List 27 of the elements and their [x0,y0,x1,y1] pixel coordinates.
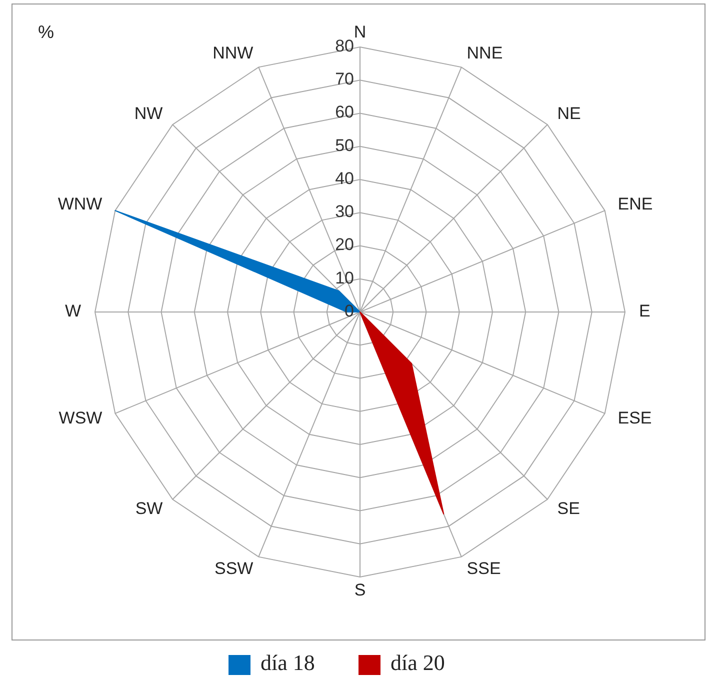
spoke-label: SW [135,498,163,518]
spoke-label: SE [557,498,580,518]
y-tick-label: 30 [335,202,354,222]
spoke-label: NW [134,104,163,124]
y-tick-label: 80 [335,36,354,56]
y-tick-label: 60 [335,102,354,122]
text: % [38,22,54,42]
y-tick-label: 10 [335,268,354,288]
spoke-label: SSW [214,559,254,578]
spoke-label: NNE [466,44,503,63]
legend-label: día 18 [260,650,315,676]
y-tick-label: 70 [335,70,354,89]
spoke-label: WSW [58,408,102,428]
y-tick-label: 20 [335,235,354,254]
spoke-label: S [354,580,366,600]
spoke-label: NE [557,104,581,124]
spoke-label: N [354,22,366,42]
spoke-label: NNW [212,44,254,63]
spoke-label: W [64,301,81,320]
legend-label: día 20 [390,650,445,676]
spoke-label: ESE [618,408,652,428]
spoke-label: ENE [618,194,653,214]
spoke-label: E [639,301,650,320]
spoke-label: SSE [466,559,501,578]
spoke-label: WNW [58,194,102,214]
y-tick-label: 50 [335,136,354,155]
y-tick-label: 40 [335,168,354,188]
